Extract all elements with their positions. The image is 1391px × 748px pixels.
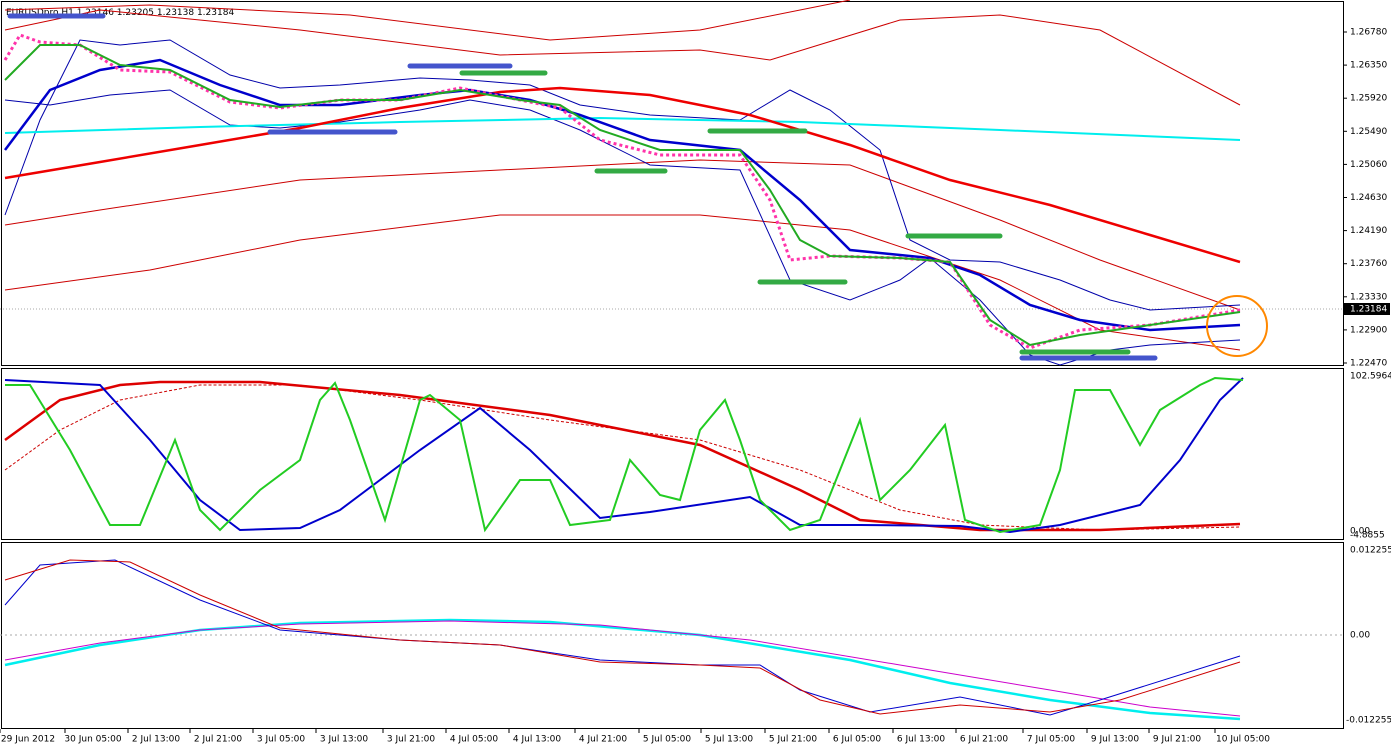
- envelope: [4, 0, 851, 41]
- time-label: 3 Jul 05:00: [257, 735, 306, 745]
- time-label: 5 Jul 13:00: [705, 735, 754, 745]
- oscillator-pane: [1, 368, 1344, 540]
- time-label: 10 Jul 05:00: [1216, 735, 1270, 745]
- price-label: 1.26350: [1350, 61, 1387, 71]
- oscillator-lines: [4, 376, 1244, 534]
- time-label: 5 Jul 05:00: [643, 735, 692, 745]
- price-label: 1.23760: [1350, 259, 1387, 269]
- macd-fast: [4, 559, 1241, 716]
- time-label: 3 Jul 13:00: [320, 735, 369, 745]
- price-label: 1.25490: [1350, 127, 1387, 137]
- price-label: 1.25920: [1350, 94, 1387, 104]
- time-label: 29 Jun 2012: [1, 735, 55, 745]
- price-label: 1.22470: [1350, 359, 1387, 369]
- time-label: 9 Jul 13:00: [1091, 735, 1140, 745]
- stochastic: [5, 376, 1244, 534]
- ma-long: [4, 116, 1241, 141]
- osc-bottom: -4.8855: [1350, 531, 1385, 541]
- envelope: [4, 159, 1241, 311]
- time-label: 7 Jul 05:00: [1027, 735, 1076, 745]
- macd-main: [4, 620, 1241, 717]
- time-label: 2 Jul 21:00: [194, 735, 243, 745]
- time-label: 3 Jul 21:00: [387, 735, 436, 745]
- envelope: [4, 9, 1241, 106]
- price-pane: [1, 1, 1344, 366]
- price-label: 1.24190: [1350, 226, 1387, 236]
- macd-zero: 0.00: [1350, 631, 1370, 641]
- envelope: [4, 214, 1241, 351]
- price-indicators: [3, 0, 1268, 366]
- header: EURUSDpro,H1 1.23146 1.23205 1.23138 1.2…: [6, 8, 234, 18]
- time-label: 2 Jul 13:00: [132, 735, 181, 745]
- highlight-circle: [1206, 295, 1268, 357]
- price-label: 1.26780: [1350, 28, 1387, 38]
- price-label: 1.24630: [1350, 193, 1387, 203]
- time-label: 30 Jun 05:00: [64, 735, 121, 745]
- candles: [3, 33, 1241, 350]
- current-price: 1.23184: [1350, 305, 1387, 315]
- ma-mid: [4, 58, 1241, 332]
- current-price-box: [1344, 303, 1390, 315]
- price-label: 1.23330: [1350, 292, 1387, 302]
- axes: 1.26780 1.26350 1.25920 1.25490 1.25060 1.246…: [0, 28, 1391, 745]
- price-label: 1.22900: [1350, 325, 1387, 335]
- macd-top: 0.012255: [1350, 546, 1391, 556]
- oscillator-mid: [4, 377, 1244, 534]
- ma-fast: [4, 44, 1241, 347]
- time-label: 6 Jul 21:00: [960, 735, 1009, 745]
- time-label: 5 Jul 21:00: [769, 735, 818, 745]
- time-label: 9 Jul 21:00: [1153, 735, 1202, 745]
- macd-lines: [4, 559, 1241, 721]
- time-label: 6 Jul 05:00: [833, 735, 882, 745]
- signal: [4, 384, 1241, 531]
- macd-slow: [4, 559, 1241, 715]
- osc-top: 102.5964: [1350, 372, 1391, 382]
- osc-zero: 0.00: [1350, 527, 1370, 537]
- price-label: 1.25060: [1350, 160, 1387, 170]
- ma-slow: [4, 86, 1241, 264]
- symbol: EURUSDpro,H1: [6, 8, 74, 18]
- time-label: 6 Jul 13:00: [897, 735, 946, 745]
- time-label: 4 Jul 21:00: [579, 735, 628, 745]
- macd-bottom: -0.012255: [1346, 716, 1391, 726]
- ohlc: 1.23146 1.23205 1.23138 1.23184: [77, 8, 235, 18]
- bollinger-upper: [4, 39, 1241, 311]
- oscillator-slow: [4, 380, 1241, 532]
- time-label: 4 Jul 05:00: [450, 735, 499, 745]
- time-label: 4 Jul 13:00: [513, 735, 562, 745]
